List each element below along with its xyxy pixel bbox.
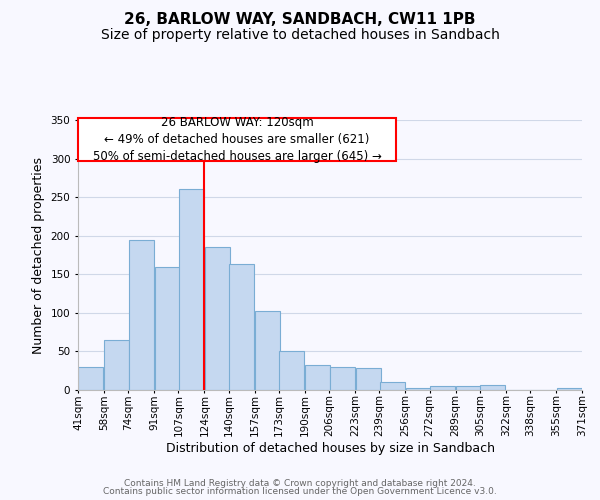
X-axis label: Distribution of detached houses by size in Sandbach: Distribution of detached houses by size …	[166, 442, 494, 455]
Bar	[104, 340, 130, 390]
Bar	[329, 367, 355, 390]
Bar	[229, 264, 254, 390]
Bar	[205, 248, 230, 390]
Bar	[305, 366, 331, 390]
Text: Size of property relative to detached houses in Sandbach: Size of property relative to detached ho…	[101, 28, 499, 42]
Bar	[406, 388, 431, 390]
Bar	[129, 240, 154, 390]
Y-axis label: Number of detached properties: Number of detached properties	[32, 156, 45, 354]
Bar	[481, 386, 505, 390]
Bar	[380, 382, 405, 390]
Bar	[155, 266, 179, 390]
Text: 26, BARLOW WAY, SANDBACH, CW11 1PB: 26, BARLOW WAY, SANDBACH, CW11 1PB	[124, 12, 476, 28]
Bar	[255, 310, 280, 390]
FancyBboxPatch shape	[78, 118, 396, 161]
Bar	[79, 367, 103, 390]
Bar	[557, 388, 581, 390]
Bar	[456, 386, 481, 390]
Text: Contains public sector information licensed under the Open Government Licence v3: Contains public sector information licen…	[103, 487, 497, 496]
Bar	[430, 386, 455, 390]
Bar	[179, 190, 204, 390]
Text: Contains HM Land Registry data © Crown copyright and database right 2024.: Contains HM Land Registry data © Crown c…	[124, 478, 476, 488]
Text: 26 BARLOW WAY: 120sqm
← 49% of detached houses are smaller (621)
50% of semi-det: 26 BARLOW WAY: 120sqm ← 49% of detached …	[92, 116, 382, 163]
Bar	[356, 368, 380, 390]
Bar	[280, 352, 304, 390]
